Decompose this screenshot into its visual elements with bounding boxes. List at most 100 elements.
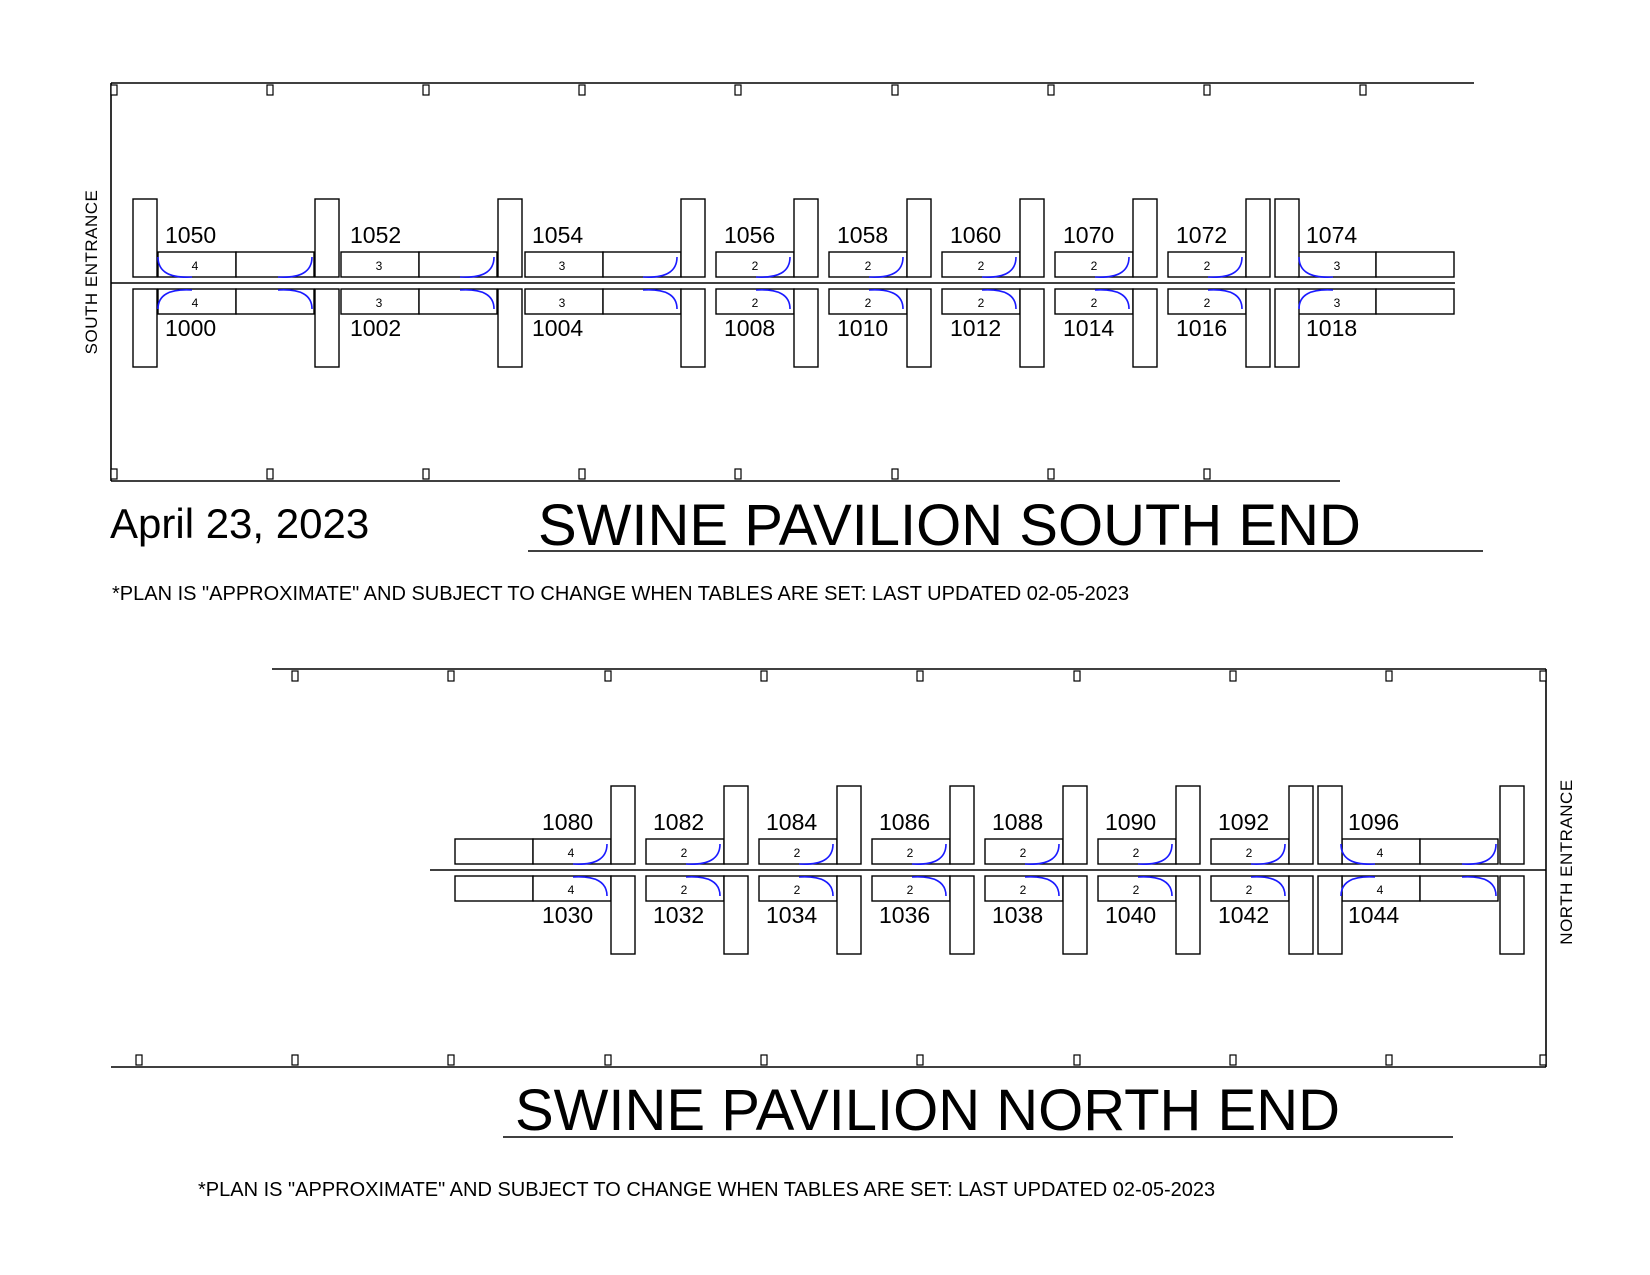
door-arc: [642, 289, 678, 310]
table-count: 4: [568, 846, 575, 860]
booth-1042: 1042 2: [1210, 875, 1314, 955]
south-entrance-label: SOUTH ENTRANCE: [82, 190, 101, 355]
table: [454, 875, 534, 902]
booth-1000: 1000 4: [132, 288, 340, 368]
door-arc: [642, 256, 678, 278]
table-count: 3: [1334, 296, 1341, 310]
booth-number: 1044: [1348, 902, 1399, 928]
table: [1499, 875, 1525, 955]
table: [610, 785, 636, 865]
booth-1050: 1050 4: [132, 198, 340, 278]
table: [949, 785, 975, 865]
booth-1036: 1036 2: [871, 875, 975, 955]
table: [1019, 198, 1045, 278]
door-arc: [1298, 289, 1334, 310]
north-entrance-label: NORTH ENTRANCE: [1557, 779, 1576, 944]
wall-post: [1203, 468, 1211, 480]
table-count: 2: [1246, 846, 1253, 860]
table-count: 4: [192, 259, 199, 273]
door-arc: [1094, 256, 1130, 278]
booth-1016: 1016 2: [1167, 288, 1271, 368]
north-pavilion-booths: 1080 4 1082 2 1084 2 1086 2 1088 2 1090 2 1092 2 1096 4…: [454, 785, 1525, 955]
door-arc: [755, 289, 791, 310]
door-arc: [1207, 289, 1243, 310]
door-arc: [157, 256, 193, 278]
table: [314, 198, 340, 278]
door-arc: [685, 876, 721, 897]
table-count: 3: [559, 259, 566, 273]
door-arc: [911, 843, 947, 865]
table: [132, 198, 158, 278]
door-arc: [1094, 289, 1130, 310]
table: [497, 288, 523, 368]
table: [828, 288, 908, 315]
table-count: 4: [1377, 846, 1384, 860]
table-count: 2: [907, 883, 914, 897]
wall-post: [1359, 84, 1367, 96]
door-arc: [798, 876, 834, 897]
north-title: SWINE PAVILION NORTH END: [515, 1078, 1340, 1143]
door-arc: [1461, 876, 1497, 897]
booth-number: 1060: [950, 222, 1001, 248]
booth-number: 1082: [653, 809, 704, 835]
table-count: 4: [568, 883, 575, 897]
wall-post: [1229, 1054, 1237, 1066]
table-count: 2: [978, 259, 985, 273]
wall-post: [1385, 1054, 1393, 1066]
table: [906, 198, 932, 278]
table: [1062, 875, 1088, 955]
table: [1288, 785, 1314, 865]
booth-1090: 1090 2: [1097, 785, 1201, 865]
door-arc: [1340, 843, 1376, 865]
booth-number: 1086: [879, 809, 930, 835]
wall-post: [604, 1054, 612, 1066]
wall-post: [291, 670, 299, 682]
wall-post: [1073, 670, 1081, 682]
table: [1499, 785, 1525, 865]
table-count: 2: [794, 846, 801, 860]
door-arc: [459, 256, 495, 278]
booth-number: 1070: [1063, 222, 1114, 248]
door-arc: [755, 256, 791, 278]
wall-post: [110, 468, 118, 480]
booth-1088: 1088 2: [984, 785, 1088, 865]
door-arc: [685, 843, 721, 865]
booth-1052: 1052 3: [340, 198, 523, 278]
booth-number: 1040: [1105, 902, 1156, 928]
wall-post: [760, 1054, 768, 1066]
table: [949, 875, 975, 955]
booth-number: 1034: [766, 902, 817, 928]
table: [836, 785, 862, 865]
table-count: 2: [1133, 846, 1140, 860]
table: [1132, 288, 1158, 368]
booth-number: 1090: [1105, 809, 1156, 835]
table: [454, 838, 534, 865]
table: [1341, 875, 1421, 902]
booth-1092: 1092 2: [1210, 785, 1314, 865]
door-arc: [1024, 843, 1060, 865]
table: [680, 288, 706, 368]
booth-1008: 1008 2: [715, 288, 819, 368]
table-count: 2: [1020, 883, 1027, 897]
booth-1096: 1096 4: [1317, 785, 1525, 865]
booth-number: 1052: [350, 222, 401, 248]
door-arc: [1207, 256, 1243, 278]
door-arc: [277, 256, 313, 278]
table: [1245, 198, 1271, 278]
wall-post: [1385, 670, 1393, 682]
table: [524, 288, 604, 315]
booth-number: 1080: [542, 809, 593, 835]
table: [1274, 288, 1300, 368]
table: [1317, 875, 1343, 955]
table: [1375, 288, 1455, 315]
table: [1245, 288, 1271, 368]
table-count: 2: [752, 259, 759, 273]
door-arc: [1250, 843, 1286, 865]
door-arc: [911, 876, 947, 897]
door-arc: [572, 843, 608, 865]
wall-post: [1229, 670, 1237, 682]
booth-1012: 1012 2: [941, 288, 1045, 368]
door-arc: [157, 289, 193, 310]
door-arc: [868, 256, 904, 278]
booth-1058: 1058 2: [828, 198, 932, 278]
